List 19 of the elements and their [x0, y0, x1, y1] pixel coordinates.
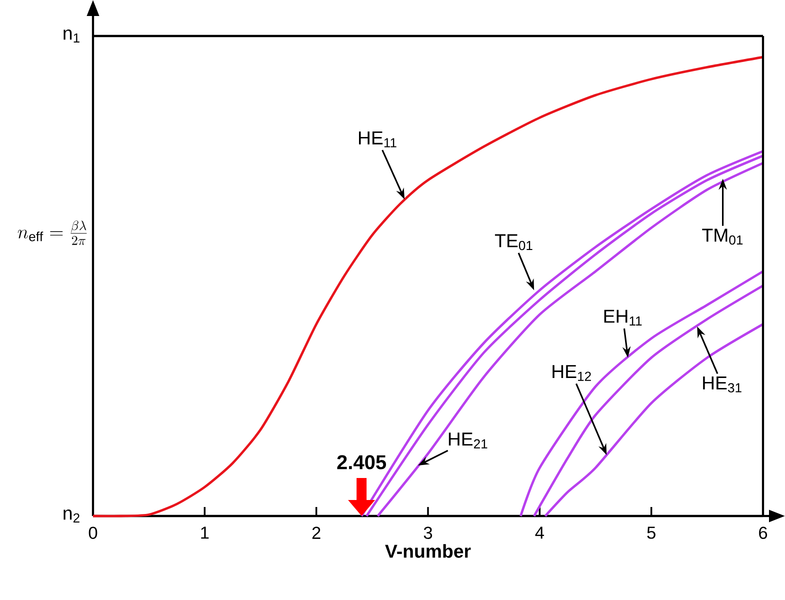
- x-tick-label: 6: [759, 526, 768, 539]
- text: n$_{2}$: [64, 510, 80, 522]
- annotation: EH$_{11}$: [604, 310, 642, 326]
- annotation: HE$_{21}$: [448, 432, 488, 448]
- x-tick-label: 5: [647, 526, 656, 539]
- annotation: HE$_{12}$: [552, 365, 591, 381]
- x-tick-label: 2: [312, 526, 320, 539]
- annotation: TE$_{01}$: [494, 234, 532, 250]
- ref-line-label: n$_{1}$: [64, 30, 80, 42]
- y-axis-title: $n_{\mathrm{eff}}=\frac{\beta\lambda}{2\pi}$: [18, 220, 87, 245]
- annotation: 2.405: [337, 455, 386, 470]
- annotation: TM$_{01}$: [702, 228, 743, 245]
- x-tick-label: 3: [424, 526, 432, 539]
- annotation: HE$_{11}$: [359, 132, 396, 148]
- x-tick-label: 1: [201, 526, 209, 539]
- x-axis-title: V-number: [385, 544, 471, 558]
- x-tick-label: 0: [88, 526, 98, 539]
- x-tick-label: 4: [535, 526, 544, 539]
- annotation: HE$_{31}$: [703, 376, 742, 392]
